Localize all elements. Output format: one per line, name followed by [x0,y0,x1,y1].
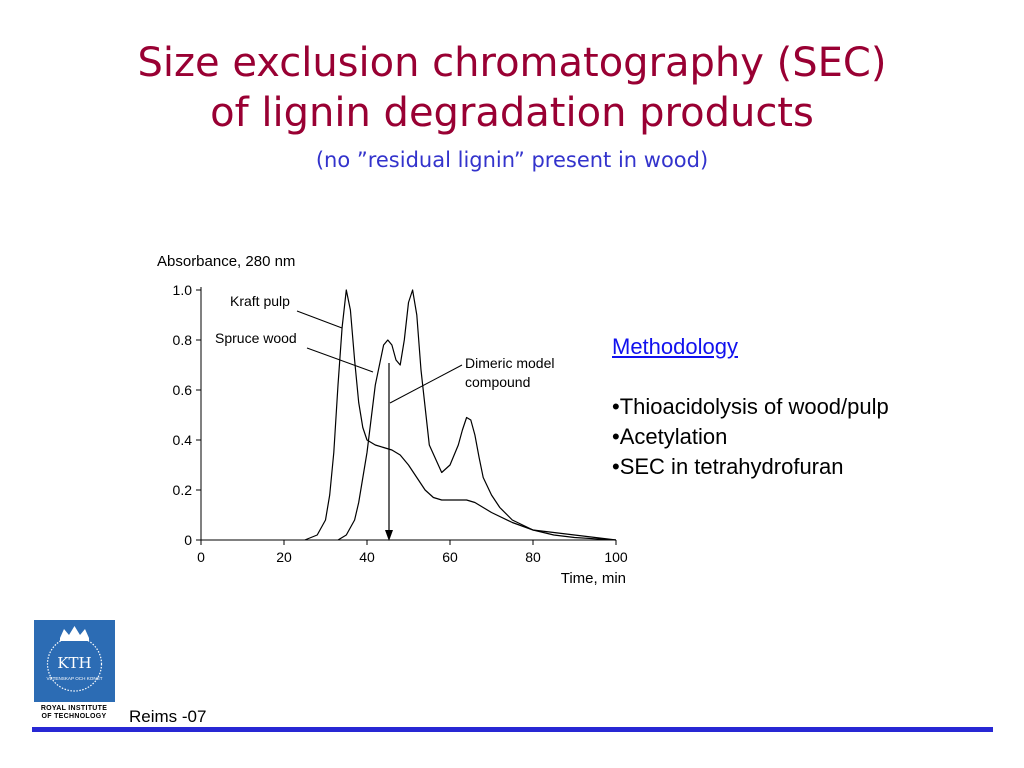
x-tick-label: 40 [359,549,375,565]
kth-logo: KTH VETENSKAP OCH KONST [34,620,115,702]
title-line-1: Size exclusion chromatography (SEC) [137,40,887,86]
y-ticks: 0 0.2 0.4 0.6 0.8 1.0 [173,282,201,548]
kth-logo-motto: VETENSKAP OCH KONST [46,676,102,681]
method-item-sec: •SEC in tetrahydrofuran [612,454,844,479]
kth-caption-line-1: ROYAL INSTITUTE [40,705,108,712]
y-axis-label: Absorbance, 280 nm [157,253,295,270]
y-tick-label: 1.0 [173,282,193,298]
kth-caption-line-2: OF TECHNOLOGY [41,713,107,720]
series-line-kraft-pulp [304,289,617,541]
series-lines [304,289,617,541]
annotations: Kraft pulp Spruce wood Dimeric model com… [215,293,554,541]
footer-rule [32,727,993,732]
series-line-spruce-wood [337,289,617,541]
x-tick-label: 0 [197,549,205,565]
y-tick-label: 0 [184,532,192,548]
y-tick-label: 0.8 [173,332,193,348]
sec-chromatogram-chart: Absorbance, 280 nm Time, min 00.20.40.60… [157,253,628,587]
dimeric-marker-arrow-head [385,530,393,541]
footer-text: Reims -07 [129,707,207,726]
annotation-dimeric-line-2: compound [465,374,530,390]
kth-logo-text: KTH [57,654,91,672]
slide-title: Size exclusion chromatography (SEC) of l… [0,38,1024,138]
kth-logo-caption: ROYAL INSTITUTE OF TECHNOLOGY [26,705,122,721]
annotation-kraft-pulp: Kraft pulp [230,293,290,309]
kth-crown-seal-icon: KTH VETENSKAP OCH KONST [46,626,103,692]
y-tick-label: 0.6 [173,382,193,398]
x-axis-label: Time, min [561,570,626,587]
annotation-dimeric-line-1: Dimeric model [465,355,554,371]
title-line-2: of lignin degradation products [210,90,814,136]
annotation-kraft-pulp-leader [296,310,343,329]
x-tick-label: 80 [525,549,541,565]
x-tick-label: 20 [276,549,292,565]
method-item-acetylation: •Acetylation [612,424,728,449]
y-tick-label: 0.2 [173,482,193,498]
x-tick-label: 100 [604,549,628,565]
methodology-link[interactable]: Methodology [612,334,738,359]
annotation-dimeric-leader [389,364,463,404]
x-ticks: 0 20 40 60 80 100 [197,540,628,565]
annotation-spruce-wood-leader [306,347,374,373]
y-tick-label: 0.4 [173,432,193,448]
slide-subtitle: (no ”residual lignin” present in wood) [315,148,709,172]
method-item-thioacidolysis: •Thioacidolysis of wood/pulp [612,394,889,419]
annotation-spruce-wood: Spruce wood [215,330,297,346]
methodology-panel: Methodology •Thioacidolysis of wood/pulp… [612,332,889,482]
x-tick-label: 60 [442,549,458,565]
